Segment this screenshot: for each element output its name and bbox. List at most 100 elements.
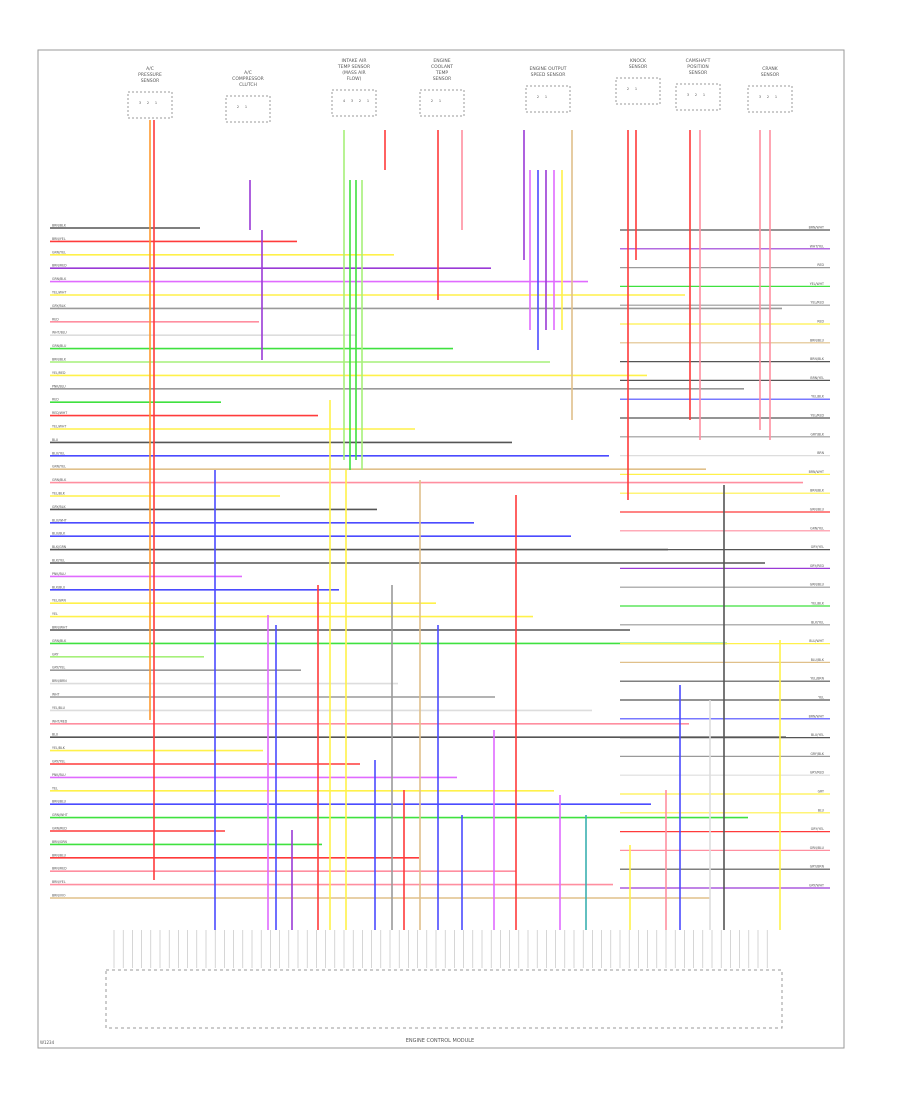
component-label: CAMSHAFT <box>686 58 711 64</box>
component-pin-number: 4 <box>343 99 346 103</box>
left-wire-label: GRY/BLK <box>52 505 66 509</box>
right-wire-label: BLU <box>818 808 825 812</box>
right-wire-label: BLU/WHT <box>809 639 824 643</box>
right-wire-label: YEL/RED <box>811 301 825 305</box>
right-wire-label: RED <box>817 263 824 267</box>
left-wire-label: BRN/RED <box>52 264 67 268</box>
left-wire-label: YEL/RED <box>52 371 66 375</box>
component-box <box>525 85 571 113</box>
component-box <box>419 89 465 117</box>
left-wire-label: BLU <box>52 733 59 737</box>
component-pin-number: 1 <box>635 87 637 91</box>
left-wire-label: GRY/BLK <box>52 304 66 308</box>
right-wire-label: GRY/BLK <box>810 752 824 756</box>
left-wire-label: GRY <box>52 652 58 656</box>
left-wire-label: RED/WHT <box>52 411 67 415</box>
left-wire-label: YEL/BLU <box>52 706 66 710</box>
right-wire-label: YEL/BLK <box>811 602 825 606</box>
left-wire-label: BRN/BLK <box>52 224 67 228</box>
right-wire-label: YEL/WHT <box>810 282 824 286</box>
left-wire-label: PNK/BLU <box>52 773 66 777</box>
right-wire-label: YEL/RED <box>811 414 825 418</box>
component-label: TEMP <box>435 70 448 76</box>
left-wire-label: YEL <box>52 786 58 790</box>
component-label: SENSOR <box>629 64 648 70</box>
left-wire-label: PNK/BLU <box>52 572 66 576</box>
component-label: ENGINE <box>433 58 450 64</box>
left-wire-label: BLK/BLU <box>52 585 66 589</box>
component-label: TEMP SENSOR <box>337 64 370 70</box>
component-label: PRESSURE <box>138 72 162 78</box>
left-wire-label: BLK/GRN <box>52 545 67 549</box>
right-wire-label: GRY/RED <box>810 771 825 775</box>
left-wire-label: WHT <box>52 693 60 697</box>
component-pin-number: 2 <box>237 105 239 109</box>
module-label: ENGINE CONTROL MODULE <box>406 1038 474 1044</box>
component-box <box>225 95 271 123</box>
component-pin-number: 1 <box>367 99 369 103</box>
component-label: KNOCK <box>630 58 647 64</box>
left-wire-label: BRN/YEL <box>52 237 66 241</box>
component-pin-number: 2 <box>147 101 149 105</box>
left-wire-label: RED <box>52 317 59 321</box>
component-pin-number: 1 <box>155 101 157 105</box>
component-label: (MASS AIR <box>342 70 365 76</box>
left-wire-label: GRY/YEL <box>52 666 65 670</box>
component-label: FLOW) <box>347 76 362 82</box>
component-pin-number: 3 <box>351 99 353 103</box>
right-wire-label: GRY/YEL <box>811 545 824 549</box>
right-wire-labels: BRN/WHT WHT/YEL RED YEL/WHT YEL/RED RED BRN/BL… <box>809 226 825 888</box>
left-wire-label: YEL/GRN <box>52 599 66 603</box>
component-label: SPEED SENSOR <box>531 72 566 78</box>
component-label: COMPRESSOR <box>232 76 264 82</box>
component-box <box>747 85 793 113</box>
component-pin-number: 2 <box>431 99 433 103</box>
right-wire-label: RED <box>817 320 824 324</box>
left-wire-label: BLU/WHT <box>52 518 67 522</box>
component-pin-number: 3 <box>759 95 761 99</box>
left-wire-label: PNK/BLU <box>52 384 66 388</box>
left-wire-label: BRN/BLU <box>52 853 67 857</box>
right-wire-label: YEL/BRN <box>810 677 824 681</box>
diagram-border <box>37 49 845 1049</box>
left-wire-label: GRN/RED <box>52 827 67 831</box>
right-wire-label: BRN/WHT <box>809 470 824 474</box>
component-pin-number: 2 <box>767 95 769 99</box>
right-wire-label: GRY/BRN <box>810 865 825 869</box>
left-wire-label: BRN/BRN <box>52 679 67 683</box>
component-label: COOLANT <box>431 64 453 70</box>
component-label: A/C <box>146 66 154 72</box>
left-wire-label: BRN/VIO <box>52 894 66 898</box>
left-wire-label: BRN/YEL <box>52 880 66 884</box>
left-wire-label: BLK/YEL <box>52 559 65 563</box>
component-pin-number: 2 <box>627 87 629 91</box>
right-wire-label: GRN/BLU <box>810 508 825 512</box>
component-box <box>615 77 661 105</box>
engine-control-module <box>105 969 783 1029</box>
right-wire-label: GRN/BLU <box>810 846 825 850</box>
right-wire-label: BRN <box>817 451 824 455</box>
left-wire-label: BRN/BLK <box>52 358 67 362</box>
left-wire-label: BLU/BLK <box>52 532 66 536</box>
left-wire-label: GRY/YEL <box>52 760 65 764</box>
component-pin-number: 1 <box>545 95 547 99</box>
left-wire-label: GRN/BLK <box>52 478 67 482</box>
component-pin-number: 1 <box>775 95 777 99</box>
left-wire-label: YEL/BLK <box>52 746 66 750</box>
component-pin-number: 1 <box>439 99 441 103</box>
right-wire-label: GRN/YEL <box>810 526 824 530</box>
right-wire-label: BRN/BLK <box>810 357 825 361</box>
component-label: A/C <box>244 70 252 76</box>
component-box <box>127 91 173 119</box>
left-wire-label: BRN/WHT <box>52 626 67 630</box>
left-wire-label: YEL/BLK <box>52 492 66 496</box>
left-wire-label: BLU/YEL <box>52 451 65 455</box>
right-wire-label: YEL/BLK <box>811 395 825 399</box>
component-label: POSITION <box>687 64 708 70</box>
right-wire-label: GRY/YEL <box>811 827 824 831</box>
left-wire-label: BRN/BLU <box>52 800 67 804</box>
left-wire-label: YEL/WHT <box>52 291 66 295</box>
right-wire-label: BLK/YEL <box>811 620 824 624</box>
component-pin-number: 1 <box>703 93 705 97</box>
